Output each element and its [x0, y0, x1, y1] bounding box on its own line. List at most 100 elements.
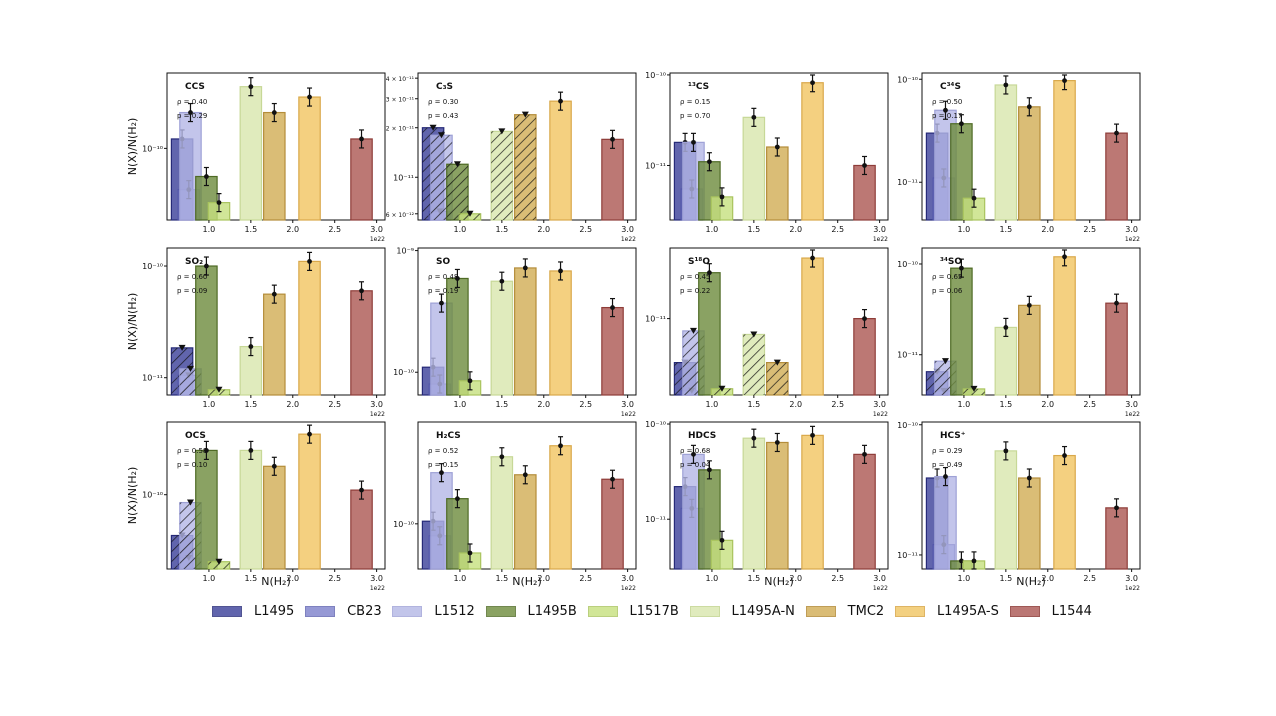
- legend-item-cb23: CB23: [305, 604, 382, 619]
- x-tick-label: 1.0: [454, 574, 467, 583]
- y-tick-label: 10⁻¹⁰: [142, 491, 163, 500]
- x-axis-title: N(H₂): [512, 575, 542, 588]
- x-tick-label: 1.5: [999, 574, 1012, 583]
- p-value-label: p = 0.29: [177, 112, 207, 120]
- data-point: [959, 558, 964, 564]
- bar-l1544: [350, 138, 373, 221]
- legend-label: L1495: [254, 603, 295, 619]
- rho-label: ρ = 0.40: [177, 98, 207, 106]
- rho-label: ρ = 0.50: [932, 98, 962, 106]
- data-point: [248, 344, 254, 349]
- data-point: [1062, 254, 1067, 260]
- bar-tmc2: [1018, 106, 1041, 221]
- panel-11: 1.0 1.5 2.0 2.5 3.0 1e22 10⁻¹¹ 10⁻¹⁰ HDCS ρ = 0.6…: [645, 420, 889, 592]
- bar-tmc2: [514, 267, 537, 396]
- bar-l1495a-s: [1053, 454, 1076, 570]
- legend-item-l1517b: L1517B: [587, 604, 679, 619]
- x-tick-label: 2.5: [579, 574, 592, 583]
- bar-l1495a-s: [298, 96, 321, 221]
- data-point: [439, 300, 444, 306]
- bar-tmc2: [766, 146, 789, 221]
- x-tick-label: 2.0: [286, 574, 299, 583]
- y-tick-label: 10⁻¹⁰: [897, 421, 918, 430]
- data-point: [271, 463, 277, 469]
- bar-l1544: [1105, 132, 1128, 221]
- bar-l1495a-n: [239, 86, 263, 221]
- x-tick-label: 1.5: [747, 400, 760, 409]
- x-tick-label: 1.0: [454, 225, 467, 234]
- bar-hatch: [743, 334, 765, 395]
- data-point: [707, 467, 712, 473]
- bar-l1495a-s: [801, 82, 824, 221]
- x-tick-label: 2.0: [537, 400, 550, 409]
- bar-tmc2: [766, 441, 789, 570]
- upper-limit-marker: [453, 161, 461, 168]
- p-value-label: p = 0.22: [680, 287, 710, 295]
- data-point: [558, 268, 563, 274]
- y-tick-label: 10⁻¹⁰: [645, 71, 666, 80]
- upper-limit-marker: [521, 111, 529, 118]
- data-point: [959, 265, 964, 271]
- legend: L1495 CB23 L1512 L1495B L1517B L1495A-N TMC2 L1…: [212, 600, 1092, 622]
- y-tick-label: 10⁻¹¹: [897, 178, 918, 187]
- data-point: [1062, 78, 1067, 84]
- upper-limit-marker: [498, 128, 506, 135]
- x-tick-label: 1.5: [747, 225, 760, 234]
- x-tick-label: 3.0: [621, 400, 634, 409]
- legend-swatch: [305, 605, 336, 617]
- bar-hatch: [459, 213, 481, 220]
- upper-limit-marker: [970, 385, 978, 392]
- legend-swatch: [485, 605, 516, 617]
- x-tick-label: 2.0: [1041, 574, 1054, 583]
- bar-l1495b: [446, 277, 469, 396]
- p-value-label: p = 0.19: [428, 287, 458, 295]
- data-point: [774, 144, 780, 150]
- x-offset-label: 1e22: [621, 585, 636, 592]
- data-point: [359, 487, 364, 493]
- upper-limit-marker: [718, 385, 726, 392]
- p-value-label: p = 0.70: [680, 112, 710, 120]
- data-point: [751, 435, 757, 441]
- data-point: [1026, 302, 1032, 308]
- data-point: [1114, 130, 1119, 136]
- x-tick-label: 3.0: [1125, 225, 1138, 234]
- x-tick-label: 1.0: [958, 400, 971, 409]
- x-tick-label: 1.0: [454, 400, 467, 409]
- y-tick-label: 2 × 10⁻¹¹: [386, 126, 415, 133]
- x-offset-label: 1e22: [370, 236, 385, 243]
- bar-l1495a-n: [490, 280, 514, 396]
- bar-l1495a-n: [994, 84, 1018, 221]
- bar-l1495a-s: [1053, 256, 1076, 396]
- legend-swatch: [1009, 605, 1040, 617]
- y-tick-label: 10⁻¹⁰: [897, 75, 918, 84]
- data-point: [719, 537, 725, 543]
- upper-limit-marker: [941, 358, 949, 365]
- y-tick-label: 10⁻¹⁰: [142, 262, 163, 271]
- rho-label: ρ = 0.30: [428, 98, 458, 106]
- legend-swatch: [587, 605, 618, 617]
- data-point: [1026, 104, 1032, 110]
- bar-hatch: [711, 388, 733, 395]
- bar-l1495a-n: [742, 437, 766, 570]
- data-point: [1003, 82, 1009, 88]
- molecule-label: C³⁴S: [940, 82, 961, 92]
- bar-l1544: [601, 138, 624, 221]
- legend-label: L1544: [1051, 603, 1092, 619]
- bar-tmc2: [1018, 477, 1041, 570]
- data-point: [455, 496, 460, 502]
- rho-label: ρ = 0.15: [680, 98, 710, 106]
- data-point: [862, 163, 867, 168]
- legend-label: TMC2: [847, 603, 885, 619]
- x-tick-label: 1.5: [244, 400, 257, 409]
- data-point: [1026, 475, 1032, 481]
- y-axis-title: N(X)/N(H₂): [126, 118, 139, 176]
- x-tick-label: 3.0: [370, 400, 383, 409]
- upper-limit-marker: [773, 359, 781, 366]
- panel-8: 1.0 1.5 2.0 2.5 3.0 1e22 10⁻¹¹ 10⁻¹⁰ ³⁴SO ρ = 0.6…: [897, 247, 1141, 418]
- data-point: [359, 288, 364, 294]
- y-tick-label: 10⁻¹⁰: [393, 368, 414, 377]
- p-value-label: p = 0.09: [177, 287, 207, 295]
- bar-tmc2: [514, 474, 537, 570]
- data-point: [188, 110, 193, 115]
- x-offset-label: 1e22: [370, 411, 385, 418]
